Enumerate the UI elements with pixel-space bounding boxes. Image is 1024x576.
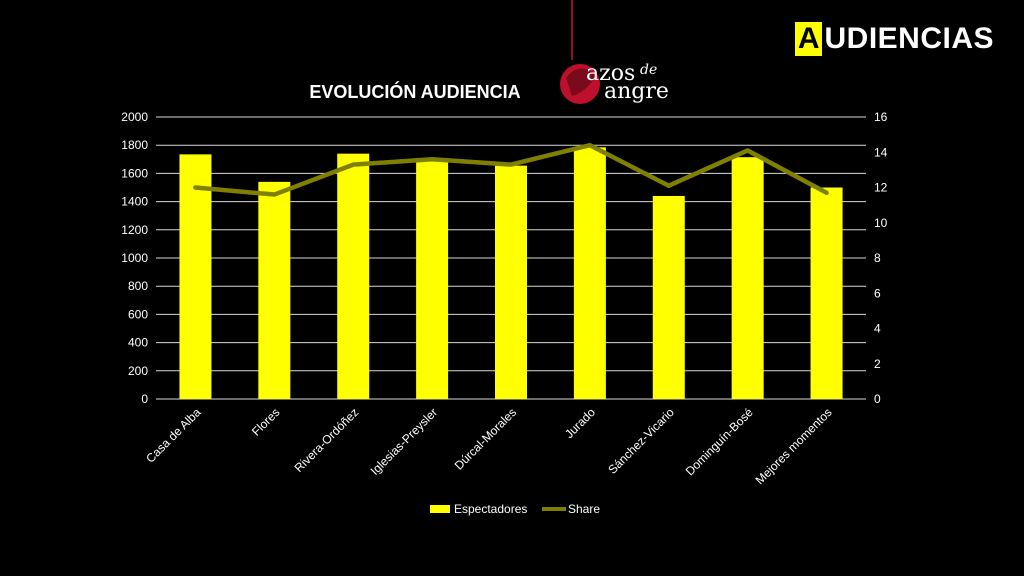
left-tick-label: 1400 [121,195,148,209]
x-tick-label: Flores [249,405,282,438]
share-point [587,143,592,148]
left-tick-label: 1800 [121,138,148,152]
share-point [351,162,356,167]
brand-logo: A UDIENCIAS [794,22,994,56]
right-tick-label: 16 [874,110,888,124]
legend: Espectadores Share [430,502,600,516]
bar-espectadores [573,147,606,399]
bar-espectadores [495,165,527,399]
legend-swatch-espectadores [430,505,450,513]
right-tick-label: 10 [874,216,888,230]
share-point [272,192,277,197]
x-tick-label: Rivera-Ordóñez [292,405,362,475]
right-tick-label: 2 [874,357,881,371]
bars-espectadores [179,147,843,399]
share-point [666,183,671,188]
bar-espectadores [652,195,685,399]
x-tick-label: Jurado [562,405,598,441]
right-tick-label: 4 [874,322,881,336]
bar-espectadores [179,154,212,399]
legend-label-espectadores: Espectadores [454,502,527,516]
x-tick-label: Casa de Alba [143,405,204,466]
bar-espectadores [258,181,291,399]
bar-espectadores [810,187,843,399]
left-axis-ticks: 0 200 400 600 800 1000 1200 1400 1600 1800 2000 [121,110,148,406]
brand-wordmark: UDIENCIAS [824,22,994,55]
share-point [430,157,435,162]
logo-line1-suffix: de [640,62,657,78]
left-tick-label: 1200 [121,223,148,237]
x-axis-labels: Casa de Alba Flores Rivera-Ordóñez Iglesias… [143,405,834,487]
right-axis-ticks: 0 2 4 6 8 10 12 14 16 [874,110,888,406]
left-tick-label: 0 [141,392,148,406]
x-tick-label: Sánchez-Vicario [605,405,677,477]
left-tick-label: 400 [128,336,148,350]
left-tick-label: 1600 [121,166,148,180]
line-share [193,142,829,197]
right-tick-label: 12 [874,181,888,195]
legend-label-share: Share [568,502,600,516]
right-tick-label: 6 [874,286,881,300]
bar-espectadores [731,157,764,399]
left-tick-label: 200 [128,364,148,378]
share-point [745,148,750,153]
x-tick-label: Dúrcal-Morales [452,405,519,472]
right-tick-label: 8 [874,251,881,265]
right-tick-label: 0 [874,392,881,406]
logo-line2: angre [604,79,669,104]
bar-espectadores [337,153,370,399]
share-point [193,185,198,190]
share-point [824,190,829,195]
bar-espectadores [416,160,449,399]
x-tick-label: Mejores momentos [753,405,835,487]
x-tick-label: Iglesias-Preysler [368,405,441,478]
left-tick-label: 2000 [121,110,148,124]
right-tick-label: 14 [874,145,888,159]
logo-line1: azos [586,61,635,86]
share-point [509,162,513,167]
chart-title: EVOLUCIÓN AUDIENCIA [309,81,520,102]
left-tick-label: 800 [128,279,148,293]
lazos-de-sangre-logo: azos de angre [560,0,669,104]
left-tick-label: 600 [128,307,148,321]
x-tick-label: Dominguín-Bosé [683,405,756,478]
left-tick-label: 1000 [121,251,148,265]
brand-first-letter: A [794,22,823,56]
